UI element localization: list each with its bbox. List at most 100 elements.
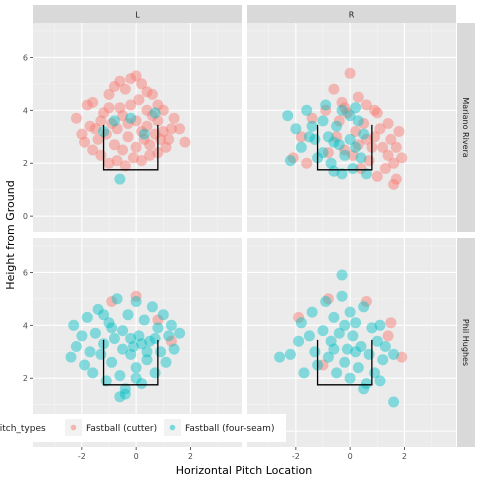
strike-zone	[102, 124, 159, 171]
point-fastball-four-seam-	[336, 269, 348, 281]
point-fastball-four-seam-	[274, 351, 286, 363]
point-fastball-four-seam-	[152, 322, 164, 334]
point-fastball-four-seam-	[355, 341, 367, 352]
point-fastball-cutter-	[165, 123, 177, 135]
point-fastball-cutter-	[179, 136, 191, 148]
point-fastball-cutter-	[136, 78, 148, 90]
point-fastball-cutter-	[130, 290, 142, 302]
point-fastball-four-seam-	[347, 163, 359, 174]
point-fastball-four-seam-	[374, 319, 386, 331]
strip-label-row-mariano-rivera: Mariano Rivera	[461, 97, 470, 157]
point-fastball-four-seam-	[331, 120, 343, 132]
point-fastball-cutter-	[108, 139, 120, 151]
point-fastball-cutter-	[360, 99, 372, 111]
point-fastball-cutter-	[385, 317, 397, 329]
point-fastball-four-seam-	[119, 388, 131, 400]
point-fastball-four-seam-	[352, 362, 364, 374]
point-fastball-cutter-	[287, 152, 299, 164]
point-fastball-four-seam-	[333, 327, 345, 339]
point-fastball-cutter-	[322, 293, 334, 305]
point-fastball-four-seam-	[333, 139, 345, 151]
point-fastball-cutter-	[168, 112, 180, 124]
point-fastball-four-seam-	[81, 311, 93, 323]
point-fastball-four-seam-	[339, 356, 351, 368]
point-fastball-cutter-	[130, 70, 142, 82]
axis-ticks: 02460246-202-202	[23, 53, 407, 461]
point-fastball-cutter-	[125, 73, 137, 85]
point-fastball-four-seam-	[79, 359, 91, 371]
point-fastball-four-seam-	[114, 391, 126, 403]
point-fastball-four-seam-	[163, 330, 175, 342]
point-fastball-cutter-	[322, 147, 334, 159]
legend-key-cutter	[70, 424, 77, 431]
x-tick-label: 0	[348, 452, 353, 461]
point-fastball-four-seam-	[350, 317, 362, 329]
point-fastball-cutter-	[127, 152, 139, 164]
point-fastball-four-seam-	[141, 354, 153, 366]
legend-label-cutter: Fastball (cutter)	[86, 424, 157, 434]
point-fastball-four-seam-	[301, 104, 313, 116]
point-fastball-four-seam-	[65, 351, 77, 363]
strip-bg-col-R	[247, 5, 456, 23]
legend-title: pitch_types	[0, 424, 46, 434]
strip-bg-col-L	[33, 5, 242, 23]
point-fastball-cutter-	[379, 163, 391, 174]
strike-zone	[316, 124, 373, 171]
point-fastball-four-seam-	[306, 120, 318, 132]
point-fastball-four-seam-	[344, 133, 356, 145]
point-fastball-four-seam-	[379, 341, 391, 352]
point-fastball-cutter-	[360, 296, 372, 307]
point-fastball-cutter-	[160, 141, 172, 153]
point-fastball-four-seam-	[344, 372, 356, 384]
panels	[33, 23, 456, 447]
point-fastball-four-seam-	[344, 306, 356, 318]
strike-zone	[316, 339, 373, 386]
point-fastball-cutter-	[382, 118, 394, 129]
point-fastball-cutter-	[374, 123, 386, 135]
point-fastball-four-seam-	[106, 322, 118, 334]
point-fastball-four-seam-	[358, 383, 370, 395]
point-fastball-four-seam-	[149, 333, 161, 344]
point-fastball-four-seam-	[344, 110, 356, 122]
point-fastball-four-seam-	[84, 346, 96, 358]
point-fastball-four-seam-	[70, 341, 82, 352]
point-fastball-cutter-	[117, 144, 129, 156]
strip-bg-row-2	[457, 238, 475, 447]
point-fastball-four-seam-	[336, 290, 348, 302]
strip-label-row-phil-hughes: Phil Hughes	[461, 319, 470, 366]
point-fastball-four-seam-	[317, 115, 329, 127]
point-fastball-four-seam-	[352, 115, 364, 127]
point-fastball-cutter-	[114, 102, 126, 114]
point-fastball-four-seam-	[293, 335, 305, 347]
point-fastball-cutter-	[95, 115, 107, 127]
point-fastball-four-seam-	[331, 367, 343, 379]
point-fastball-four-seam-	[284, 348, 296, 360]
point-fastball-four-seam-	[388, 348, 400, 360]
point-fastball-four-seam-	[130, 362, 142, 374]
legend: pitch_types Fastball (cutter) Fastball (…	[0, 414, 286, 442]
point-fastball-cutter-	[87, 144, 99, 156]
point-fastball-cutter-	[388, 157, 400, 169]
point-fastball-four-seam-	[325, 157, 337, 169]
legend-label-fourseam: Fastball (four-seam)	[185, 424, 274, 434]
point-fastball-four-seam-	[295, 317, 307, 329]
point-fastball-cutter-	[146, 110, 158, 122]
point-fastball-four-seam-	[157, 309, 169, 321]
point-fastball-four-seam-	[303, 330, 315, 342]
point-fastball-four-seam-	[141, 346, 153, 358]
point-fastball-cutter-	[108, 81, 120, 92]
point-fastball-four-seam-	[358, 128, 370, 140]
point-fastball-four-seam-	[138, 128, 150, 140]
point-fastball-cutter-	[92, 133, 104, 145]
point-fastball-four-seam-	[325, 335, 337, 347]
x-tick-label: 2	[402, 452, 407, 461]
x-tick-label: 2	[188, 452, 193, 461]
point-fastball-four-seam-	[336, 104, 348, 116]
point-fastball-cutter-	[333, 115, 345, 127]
point-fastball-four-seam-	[98, 309, 110, 321]
point-fastball-four-seam-	[360, 378, 372, 389]
point-fastball-cutter-	[382, 330, 394, 342]
point-fastball-four-seam-	[168, 343, 180, 355]
y-tick-label: 6	[23, 268, 28, 277]
point-fastball-four-seam-	[68, 319, 80, 331]
